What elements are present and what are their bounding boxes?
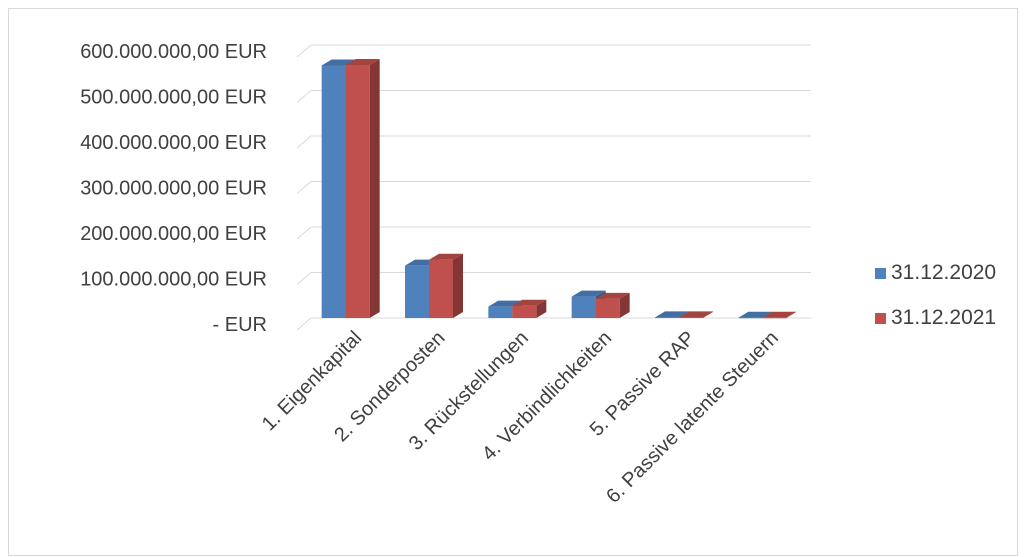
y-tick-label: 500.000.000,00 EUR [80,87,267,109]
gridline-depth [296,272,312,285]
bar-top [679,311,713,318]
y-axis-tick-labels: - EUR 100.000.000,00 EUR 200.000.000,00 EU… [80,41,267,336]
bar-side [619,292,630,318]
gridline-depth [296,317,312,331]
bar [512,299,547,318]
legend: 31.12.2020 31.12.2021 [875,259,996,349]
bar [595,292,630,318]
legend-item: 31.12.2021 [875,304,996,332]
bar-front [738,317,763,319]
gridline-depth [296,135,312,149]
x-tick-label: 6. Passive latente Steuern [602,327,783,508]
bar-front [345,65,370,318]
bar-front [655,317,679,318]
bar-front [571,296,596,318]
bar-top [571,290,606,297]
bar [345,59,380,319]
legend-swatch [875,267,886,279]
bar-front [321,65,346,318]
bar-front [679,317,703,318]
legend-label: 31.12.2020 [891,261,997,284]
legend-item: 31.12.2020 [875,259,996,287]
y-tick-label: 300.000.000,00 EUR [80,178,267,200]
bar [679,311,713,318]
y-tick-label: 600.000.000,00 EUR [80,41,267,63]
legend-label: 31.12.2021 [891,306,997,329]
y-tick-label: - EUR [213,314,267,336]
bar-front [405,265,429,318]
bar-chart: - EUR 100.000.000,00 EUR 200.000.000,00 EU… [80,41,811,508]
gridline-depth [296,90,312,103]
bar-top [345,59,380,66]
y-tick-label: 200.000.000,00 EUR [80,223,267,245]
bar-side [453,253,463,318]
bar-side [536,299,547,318]
bar-top [429,253,463,260]
bar-side [703,311,713,318]
bar-series [321,59,797,319]
bar-front [429,259,453,318]
gridlines [296,44,811,331]
gridline-depth [296,44,312,58]
bar-front [762,317,787,319]
y-tick-label: 100.000.000,00 EUR [80,269,267,291]
bar-top [595,292,630,299]
bar-top [762,311,797,318]
bar [429,253,463,318]
bar-front [512,305,537,318]
legend-swatch [875,312,886,324]
bar-top [321,59,356,66]
gridline-depth [296,226,312,240]
chart-area: - EUR 100.000.000,00 EUR 200.000.000,00 EU… [8,8,1018,556]
bar-top [738,311,773,318]
y-tick-label: 400.000.000,00 EUR [80,132,267,154]
bar-top [512,299,547,306]
bar-side [786,311,797,318]
bar-front [595,298,620,318]
bar-side [369,59,380,319]
bar-front [488,306,513,318]
bar-top [655,311,689,318]
bar [762,311,797,319]
gridline-depth [296,181,312,194]
